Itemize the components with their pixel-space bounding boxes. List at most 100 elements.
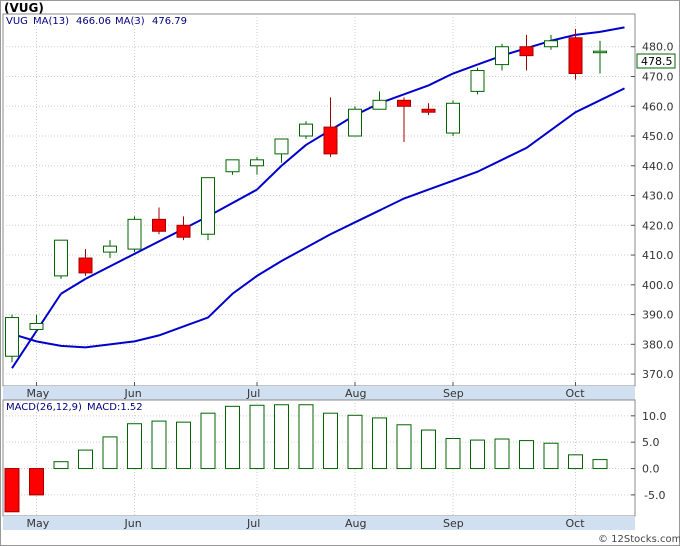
candle-body	[78, 257, 93, 274]
price-y-tick-label: 480.0	[642, 41, 674, 54]
macd-x-tick-label: Jul	[246, 517, 260, 530]
price-y-tick-label: 440.0	[642, 160, 674, 173]
price-x-tick-label: May	[27, 387, 50, 400]
macd-bar	[323, 412, 338, 470]
macd-y-tick-label: 10.0	[642, 410, 667, 423]
candle	[29, 314, 44, 333]
macd-bar	[568, 454, 583, 470]
candle	[446, 100, 460, 137]
macd-bar	[592, 459, 608, 470]
macd-bar	[249, 404, 265, 470]
candle-body	[250, 159, 264, 167]
candle-body	[29, 323, 44, 330]
legend-symbol: VUG	[6, 16, 28, 27]
candle	[201, 177, 215, 241]
price-y-tick-label: 370.0	[642, 368, 674, 381]
candle-body	[152, 218, 166, 232]
candle	[544, 34, 558, 50]
candle	[397, 97, 411, 142]
candle-body	[372, 99, 387, 110]
candle	[274, 138, 289, 163]
candle-body	[225, 159, 240, 173]
ma-short-segment	[452, 63, 478, 75]
candle-body	[201, 177, 215, 235]
price-y-tick-label: 400.0	[642, 279, 674, 292]
macd-bar	[78, 449, 93, 470]
candle	[127, 216, 142, 253]
ma-short-segment	[403, 84, 429, 96]
candle	[470, 67, 485, 95]
macd-y-axis: -5.0 0.0 5.0 10.0	[631, 410, 667, 502]
macd-bar	[176, 421, 191, 470]
macd-bar	[494, 438, 510, 470]
candle	[54, 239, 68, 279]
ma-short-segment	[207, 188, 258, 218]
price-y-axis: 370.0 380.0 390.0 400.0 410.0 420.0 430.0 440.0…	[631, 41, 674, 381]
candle-body	[127, 218, 142, 250]
candle-body	[470, 70, 485, 92]
macd-x-tick-label: Jun	[124, 517, 142, 530]
candle-body	[593, 50, 607, 54]
macd-bar	[396, 424, 412, 470]
candle-body	[323, 126, 338, 155]
ma-long-line	[11, 87, 625, 349]
candle	[225, 159, 240, 175]
candle-body	[348, 108, 362, 137]
candle	[176, 216, 191, 241]
macd-bar	[274, 404, 289, 470]
ma-short-segment	[575, 30, 601, 36]
macd-x-tick-label: Aug	[345, 517, 366, 530]
candle	[103, 240, 117, 259]
macd-bar	[519, 440, 534, 470]
candle-body	[176, 224, 191, 238]
candle	[519, 34, 534, 71]
macd-bar	[445, 437, 461, 470]
macd-bars	[4, 404, 608, 513]
macd-bar	[53, 461, 69, 470]
macd-x-axis: May Jun Jul Aug Sep Oct	[27, 517, 586, 530]
price-x-tick-label: Sep	[443, 387, 464, 400]
candle	[78, 249, 93, 276]
price-y-tick-label: 460.0	[642, 100, 674, 113]
macd-bar	[102, 436, 118, 470]
legend-ma13-value: 466.06	[76, 16, 111, 27]
candle	[568, 28, 583, 80]
macd-bar	[225, 405, 240, 470]
footer-credit: © 12Stocks.com	[598, 534, 680, 545]
ma-short-segment	[60, 278, 87, 295]
price-y-tick-label: 410.0	[642, 249, 674, 262]
macd-bar	[543, 442, 559, 470]
macd-params-label: MACD(26,12,9)	[6, 402, 82, 413]
macd-bar	[4, 468, 20, 513]
macd-bar	[470, 439, 485, 470]
macd-x-axis-band	[3, 516, 635, 530]
candle-body	[421, 108, 436, 113]
price-y-tick-label: 380.0	[642, 338, 674, 351]
legend-ma13-label: MA(13)	[33, 16, 69, 27]
candle-body	[274, 138, 289, 155]
macd-bar	[298, 404, 314, 470]
price-y-tick-label: 470.0	[642, 70, 674, 83]
last-price-label: 478.5	[641, 55, 673, 68]
macd-y-tick-label: -5.0	[644, 489, 665, 502]
candle	[5, 314, 19, 363]
candle	[250, 156, 264, 175]
candle-body	[54, 239, 68, 277]
price-x-tick-label: Oct	[566, 387, 586, 400]
candle	[421, 103, 436, 116]
price-legend: VUG MA(13) 466.06 MA(3) 476.79	[6, 16, 187, 27]
legend-ma3-value: 476.79	[152, 16, 187, 27]
price-pane	[2, 13, 636, 387]
price-y-tick-label: 420.0	[642, 219, 674, 232]
candle-body	[568, 37, 583, 75]
price-x-tick-label: Aug	[345, 387, 366, 400]
candlesticks	[5, 28, 607, 363]
price-x-axis: May Jun Jul Aug Sep Oct	[27, 387, 586, 400]
macd-x-tick-label: May	[27, 517, 50, 530]
macd-y-tick-label: 5.0	[642, 436, 660, 449]
price-y-tick-label: 390.0	[642, 309, 674, 322]
ma-short-segment	[428, 72, 454, 87]
candle-body	[103, 245, 117, 253]
candle	[348, 106, 362, 137]
